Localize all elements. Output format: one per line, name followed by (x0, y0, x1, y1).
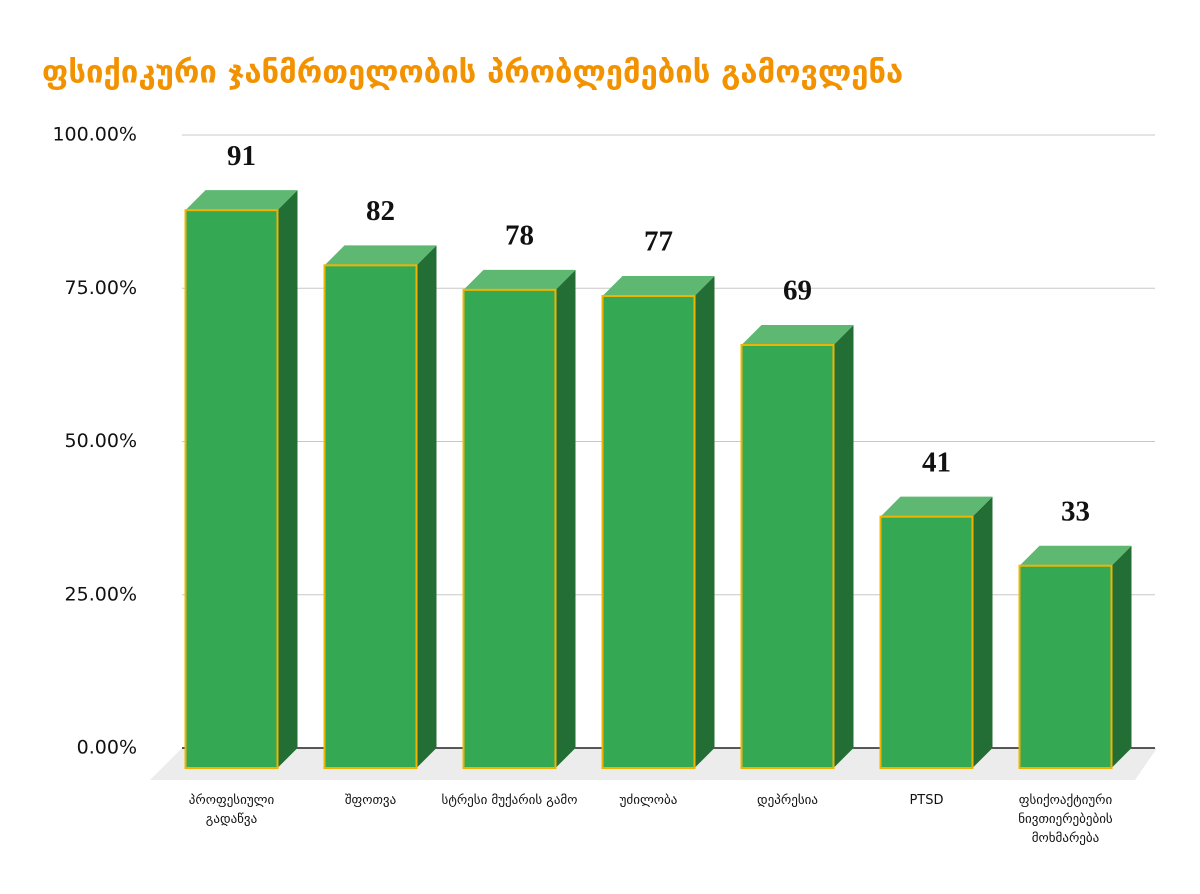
y-tick-label: 25.00% (65, 583, 137, 605)
bar-side (694, 275, 715, 768)
bar-front (184, 209, 279, 770)
bar (1018, 545, 1132, 770)
bar (601, 275, 715, 769)
bar-side (833, 325, 854, 768)
bar-front (462, 288, 557, 769)
bar-top (880, 496, 993, 517)
bar-top (463, 269, 576, 290)
data-label: 77 (644, 226, 673, 258)
chart-title: ფსიქიკური ჯანმრთელობის პრობლემების გამოვ… (42, 55, 903, 91)
x-tick-label: ფსიქოაქტიური ნივთიერებების მოხმარება (1018, 793, 1113, 846)
data-label: 69 (783, 275, 812, 307)
bar (740, 325, 854, 769)
y-tick-label: 0.00% (77, 737, 137, 759)
data-label: 41 (922, 446, 951, 478)
bar-top (602, 275, 715, 296)
x-tick-label: შფოთვა (344, 793, 397, 808)
bar-top (741, 325, 854, 346)
bar-front (1018, 564, 1113, 770)
bar-front (601, 294, 696, 769)
bar (462, 269, 576, 769)
x-tick-label: დეპრესია (757, 793, 818, 808)
bar-side (1111, 545, 1132, 768)
bar-top (185, 190, 298, 211)
x-tick-label: უძილობა (619, 793, 678, 808)
bar-top (1019, 545, 1132, 566)
data-label: 78 (505, 220, 534, 252)
data-label: 33 (1061, 495, 1090, 527)
bar (184, 190, 298, 770)
bar-front (323, 264, 418, 769)
x-tick-label: პროფესიული გადაწვა (188, 793, 275, 827)
bar-side (416, 245, 437, 769)
data-label: 91 (227, 140, 256, 172)
bar-front (740, 344, 835, 769)
y-tick-label: 100.00% (52, 124, 137, 146)
bar-front (879, 515, 974, 769)
bar-side (972, 496, 993, 768)
y-tick-label: 75.00% (65, 277, 137, 299)
y-tick-label: 50.00% (65, 430, 137, 452)
bar (879, 496, 993, 769)
bar (323, 245, 437, 769)
x-tick-label: PTSD (909, 793, 944, 808)
data-label: 82 (366, 195, 395, 227)
bar-side (555, 269, 576, 768)
bar-top (324, 245, 437, 266)
x-tick-label: სტრესი მუქარის გამო (441, 793, 578, 808)
bar-side (277, 190, 298, 769)
